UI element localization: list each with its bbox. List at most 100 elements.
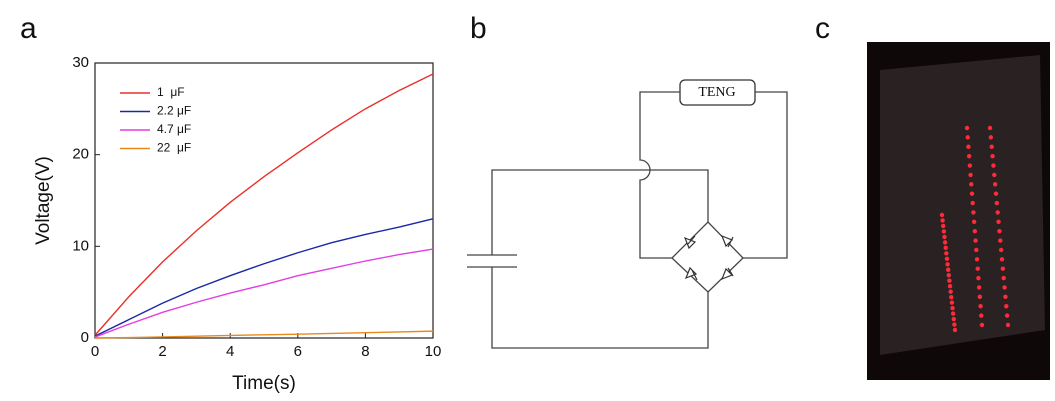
led bbox=[975, 266, 980, 271]
led bbox=[992, 182, 998, 187]
led bbox=[991, 163, 996, 168]
diodes bbox=[683, 234, 734, 281]
led bbox=[947, 278, 952, 283]
led bbox=[994, 200, 1000, 206]
led bbox=[940, 218, 945, 223]
led bbox=[987, 125, 993, 131]
series-line bbox=[94, 330, 434, 339]
led bbox=[971, 210, 976, 215]
led bbox=[978, 304, 983, 309]
led bbox=[939, 212, 945, 218]
led bbox=[973, 238, 978, 243]
series-line bbox=[94, 248, 434, 338]
x-tick-label: 4 bbox=[226, 343, 234, 360]
y-tick-label: 0 bbox=[81, 329, 89, 346]
led bbox=[998, 247, 1004, 253]
led bbox=[971, 219, 977, 225]
photo-board bbox=[880, 55, 1045, 355]
led bbox=[967, 163, 973, 168]
led bbox=[952, 327, 958, 333]
led bbox=[949, 300, 955, 305]
led bbox=[970, 200, 975, 206]
led bbox=[1005, 322, 1011, 328]
led bbox=[990, 153, 995, 159]
led bbox=[1002, 285, 1007, 290]
led bbox=[1004, 304, 1009, 309]
led bbox=[972, 228, 978, 234]
led bbox=[979, 322, 985, 328]
led bbox=[966, 144, 971, 149]
led bbox=[946, 273, 952, 278]
led bbox=[952, 322, 957, 327]
led bbox=[942, 240, 948, 245]
led bbox=[979, 313, 984, 318]
led bbox=[976, 275, 981, 281]
led bbox=[964, 125, 970, 131]
led bbox=[992, 172, 997, 178]
led bbox=[988, 135, 994, 140]
led bbox=[996, 219, 1001, 225]
plot-frame bbox=[94, 62, 434, 339]
bridge bbox=[671, 221, 744, 293]
panel-label: c bbox=[815, 12, 830, 45]
teng-label: TENG bbox=[698, 85, 735, 100]
led bbox=[950, 311, 956, 316]
led bbox=[944, 256, 950, 262]
led bbox=[974, 247, 979, 253]
legend-label: 1 μF bbox=[157, 85, 185, 99]
led bbox=[949, 294, 954, 300]
wire bbox=[743, 91, 788, 259]
led bbox=[1004, 313, 1010, 318]
led bbox=[948, 289, 953, 294]
led bbox=[965, 135, 970, 140]
led bbox=[943, 245, 948, 251]
wire bbox=[491, 169, 709, 255]
x-tick-label: 2 bbox=[158, 343, 166, 360]
legend-label: 22 μF bbox=[157, 141, 191, 155]
circuit: TENG bbox=[467, 79, 788, 349]
led bbox=[945, 262, 950, 267]
x-tick-label: 10 bbox=[425, 343, 442, 360]
led bbox=[968, 172, 973, 178]
x-tick-label: 8 bbox=[361, 343, 369, 360]
x-tick-label: 0 bbox=[91, 343, 99, 360]
led bbox=[989, 144, 994, 149]
led bbox=[1001, 275, 1006, 281]
panel-label: b bbox=[470, 12, 487, 45]
led bbox=[974, 257, 980, 262]
led bbox=[1003, 294, 1008, 300]
y-tick-label: 30 bbox=[72, 54, 89, 71]
led bbox=[941, 229, 947, 234]
led bbox=[995, 210, 1000, 215]
led bbox=[1000, 266, 1006, 271]
led bbox=[993, 191, 999, 196]
panel-label: a bbox=[20, 12, 37, 45]
y-axis-label: Voltage(V) bbox=[33, 156, 54, 245]
led bbox=[999, 257, 1005, 262]
led bbox=[969, 191, 975, 196]
photo bbox=[867, 42, 1050, 380]
led bbox=[945, 267, 951, 272]
y-tick-label: 10 bbox=[72, 237, 89, 254]
wire bbox=[491, 267, 709, 349]
led bbox=[969, 182, 974, 187]
y-tick-label: 20 bbox=[72, 146, 89, 163]
led bbox=[976, 285, 982, 290]
legend-label: 2.2 μF bbox=[157, 104, 191, 118]
led bbox=[947, 283, 953, 289]
series-line bbox=[94, 73, 434, 336]
legend-label: 4.7 μF bbox=[157, 122, 191, 136]
x-tick-label: 6 bbox=[294, 343, 302, 360]
led bbox=[977, 294, 983, 300]
led bbox=[997, 228, 1002, 234]
x-axis-label: Time(s) bbox=[232, 373, 296, 394]
led bbox=[944, 251, 949, 256]
led bbox=[950, 305, 955, 311]
led bbox=[942, 234, 947, 240]
led bbox=[941, 223, 946, 229]
series-line bbox=[94, 218, 434, 337]
capacitor bbox=[467, 254, 517, 268]
led bbox=[966, 153, 972, 159]
wire bbox=[639, 91, 680, 259]
